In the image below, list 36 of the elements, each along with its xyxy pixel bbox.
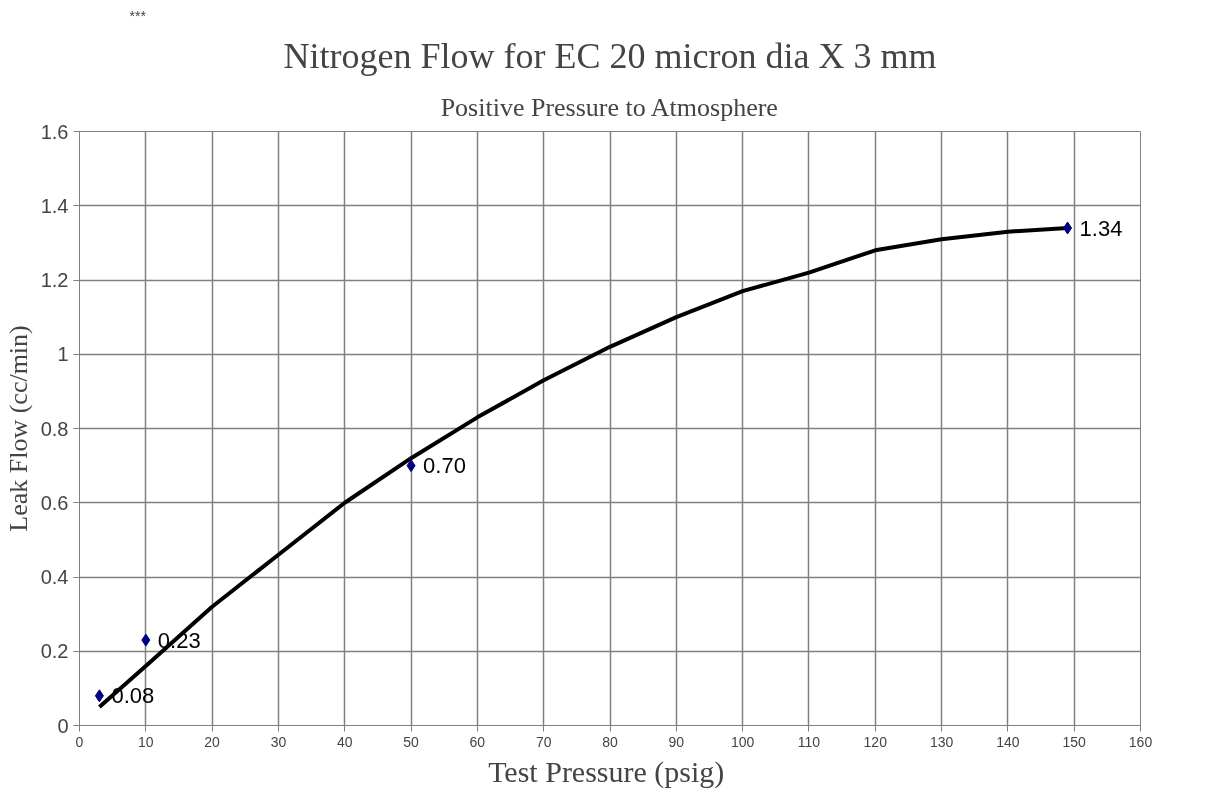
x-tick-label: 150 [1062,733,1087,750]
y-tick-label: 1.2 [40,269,69,291]
point [94,689,104,703]
x-axis-title: Test Pressure (psig) [488,754,725,789]
x-tick-label: 140 [996,733,1020,750]
y-tick-label: 0.6 [40,491,69,514]
x-tick-label: 80 [602,733,618,750]
x-tick-label: 90 [668,733,685,750]
x-tick-label: 20 [204,733,221,750]
data-label: 0.70 [423,453,466,479]
x-tick-label: 100 [730,733,755,750]
chart-subtitle: Positive Pressure to Atmosphere [440,92,778,122]
x-tick-label: 10 [138,733,154,750]
x-tick-label: 70 [535,733,552,750]
text: *** [129,7,147,24]
x-tick-label: 40 [336,733,353,750]
x-tick-label: 60 [469,733,486,750]
x-tick-label: 30 [270,733,287,750]
point [406,459,416,473]
x-tick-label: 160 [1128,733,1153,750]
y-tick-label: 0.4 [40,566,69,588]
point [1063,221,1073,235]
point [141,633,151,647]
y-axis-title: Leak Flow (cc/min) [3,325,33,532]
x-tick-label: 130 [929,733,954,750]
y-tick-label: 1.6 [40,120,69,143]
y-tick-label: 0.2 [40,640,69,663]
y-tick-label: 1 [57,343,69,366]
x-tick-label: 110 [797,733,821,750]
x-tick-label: 120 [863,733,888,750]
chart-title: Nitrogen Flow for EC 20 micron dia X 3 mm [283,35,937,76]
data-label: 1.34 [1079,215,1123,241]
y-tick-label: 0.8 [40,417,69,440]
x-tick-label: 0 [75,733,84,750]
y-tick-label: 1.4 [40,194,69,217]
x-tick-label: 50 [403,733,420,750]
